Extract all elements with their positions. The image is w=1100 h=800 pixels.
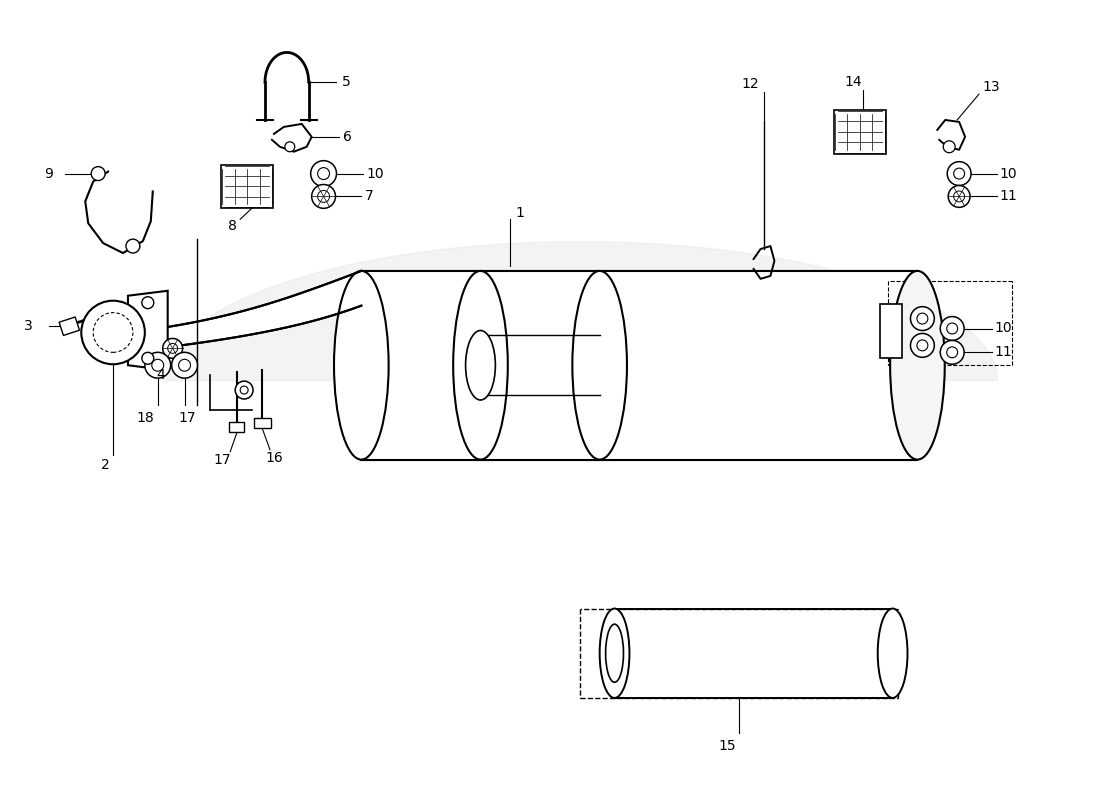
Circle shape	[911, 334, 934, 358]
Ellipse shape	[878, 609, 908, 698]
Bar	[880, 304, 902, 358]
Text: 3: 3	[24, 318, 33, 333]
Ellipse shape	[600, 609, 629, 698]
Circle shape	[943, 141, 955, 153]
Text: europarts: europarts	[339, 283, 761, 358]
Text: 9: 9	[44, 166, 53, 181]
Bar	[361, 271, 917, 459]
Circle shape	[145, 352, 170, 378]
Text: 18: 18	[136, 411, 154, 425]
Bar	[59, 317, 79, 335]
Text: 8: 8	[228, 219, 236, 234]
Ellipse shape	[334, 271, 388, 459]
Text: 10: 10	[994, 322, 1012, 335]
Text: 7: 7	[365, 190, 374, 203]
Circle shape	[235, 381, 253, 399]
Circle shape	[947, 162, 971, 186]
Text: 17: 17	[213, 453, 231, 466]
Circle shape	[91, 166, 106, 181]
Text: 4: 4	[156, 368, 165, 382]
Ellipse shape	[465, 330, 495, 400]
Circle shape	[285, 142, 295, 152]
FancyBboxPatch shape	[221, 165, 273, 208]
Text: 14: 14	[844, 75, 861, 90]
Circle shape	[142, 352, 154, 364]
Text: 17: 17	[178, 411, 196, 425]
Text: 10: 10	[366, 166, 384, 181]
Text: 11: 11	[1000, 190, 1018, 203]
Text: 10: 10	[1000, 166, 1018, 181]
Circle shape	[142, 297, 154, 309]
Ellipse shape	[890, 271, 945, 459]
Text: 1: 1	[515, 206, 524, 220]
Circle shape	[310, 161, 337, 186]
Text: 11: 11	[994, 346, 1013, 359]
Text: 5: 5	[341, 75, 350, 90]
Circle shape	[940, 317, 964, 341]
FancyBboxPatch shape	[834, 110, 886, 154]
Bar	[229, 422, 244, 432]
Circle shape	[911, 306, 934, 330]
Circle shape	[81, 301, 145, 364]
Circle shape	[940, 341, 964, 364]
Text: 2: 2	[101, 458, 110, 471]
Circle shape	[126, 239, 140, 253]
Circle shape	[163, 338, 183, 358]
Circle shape	[172, 352, 198, 378]
Circle shape	[948, 186, 970, 207]
Text: a passion for parts since 1985: a passion for parts since 1985	[414, 441, 686, 458]
Circle shape	[311, 185, 336, 208]
Polygon shape	[128, 290, 167, 370]
Bar	[254, 418, 271, 428]
Text: 12: 12	[741, 78, 759, 91]
Text: 16: 16	[265, 450, 283, 465]
Polygon shape	[157, 271, 361, 348]
Text: 15: 15	[718, 738, 736, 753]
Text: 6: 6	[343, 130, 352, 144]
Text: 13: 13	[982, 80, 1000, 94]
